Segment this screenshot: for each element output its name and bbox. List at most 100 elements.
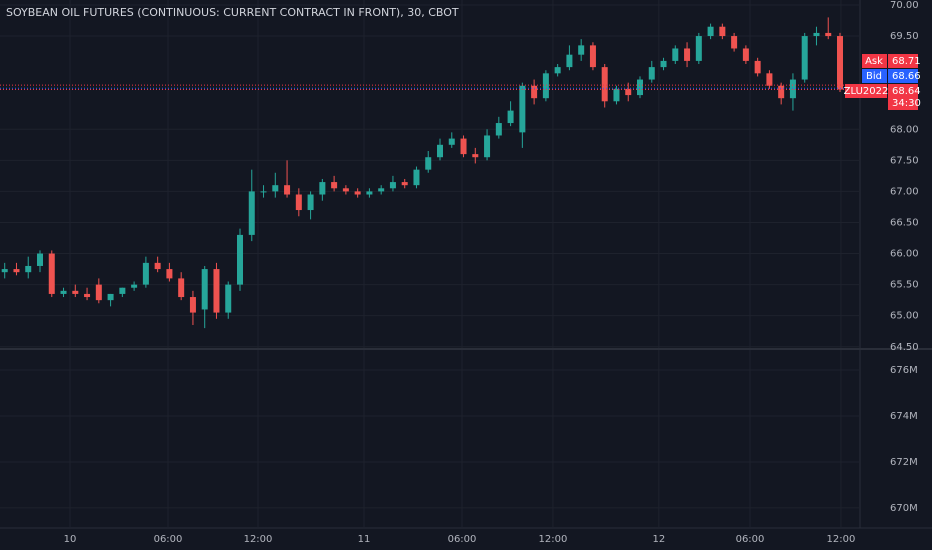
badge-box — [888, 69, 918, 83]
candle-body — [695, 36, 702, 61]
candle-body — [766, 73, 773, 86]
candle-body — [778, 85, 785, 99]
candle-body — [272, 185, 279, 192]
badge-name: Bid — [866, 71, 882, 82]
y-tick-label: 66.00 — [890, 249, 919, 260]
badge-name: ZLU2022 — [844, 86, 889, 97]
candle-body — [213, 269, 220, 313]
candle-body — [460, 138, 467, 155]
candle-body — [284, 185, 291, 195]
candle-body — [542, 73, 549, 99]
x-tick-label: 06:00 — [448, 534, 477, 545]
candle-body — [472, 154, 479, 158]
candle-body — [342, 188, 349, 192]
candle-body — [837, 36, 843, 90]
candle-body — [613, 88, 620, 102]
candle-body — [554, 67, 561, 74]
y2-tick-label: 672M — [890, 457, 918, 468]
candle-body — [589, 45, 596, 68]
candle-body — [201, 269, 208, 310]
candle-body — [813, 32, 820, 37]
candle-body — [189, 297, 196, 313]
candle-body — [825, 32, 832, 37]
y2-tick-label: 676M — [890, 365, 918, 376]
x-tick-label: 12:00 — [539, 534, 568, 545]
candle-body — [13, 269, 20, 273]
candle-body — [507, 110, 514, 124]
y-tick-label: 67.00 — [890, 186, 919, 197]
candle-body — [719, 26, 726, 37]
candle-body — [637, 79, 643, 96]
candle-body — [484, 135, 491, 158]
candle-body — [48, 253, 55, 294]
candle-body — [131, 284, 138, 288]
candle-body — [119, 287, 126, 294]
candle-body — [95, 284, 102, 301]
y-tick-label: 65.50 — [890, 280, 919, 291]
badge-countdown: 34:30 — [892, 98, 921, 109]
candle-body — [25, 265, 32, 273]
candle-body — [401, 182, 408, 186]
x-tick-label: 11 — [358, 534, 371, 545]
candle-body — [84, 293, 91, 298]
candle-body — [648, 67, 655, 80]
badge-value: 68.71 — [892, 56, 921, 67]
candle-body — [248, 191, 255, 235]
candle-body — [578, 45, 585, 55]
y-tick-label: 66.50 — [890, 217, 919, 228]
candle-body — [684, 48, 691, 61]
badge-value: 68.64 — [892, 86, 921, 97]
badge-box — [862, 69, 887, 83]
candle-body — [437, 144, 443, 158]
candle-body — [707, 26, 714, 37]
candle-body — [295, 194, 302, 211]
candle-body — [425, 157, 432, 170]
candle-body — [531, 85, 538, 99]
candle-body — [731, 36, 738, 49]
candle-body — [448, 138, 455, 145]
candle-body — [389, 182, 396, 189]
candle-body — [378, 188, 385, 192]
candle-body — [331, 182, 338, 189]
y2-tick-label: 674M — [890, 411, 918, 422]
candle-body — [742, 48, 749, 61]
candle-body — [142, 262, 149, 285]
badge-box — [888, 54, 918, 68]
candle-body — [519, 85, 526, 133]
y-tick-label: 64.50 — [890, 342, 919, 353]
price-badge: Ask 68.71 — [862, 54, 921, 68]
candle-body — [107, 293, 114, 301]
x-tick-label: 06:00 — [154, 534, 183, 545]
y-tick-label: 65.00 — [890, 311, 919, 322]
candle-body — [672, 48, 679, 61]
candle-body — [789, 79, 796, 99]
candle-body — [178, 278, 185, 298]
price-badge: Bid 68.66 — [862, 69, 921, 83]
candle-body — [260, 191, 267, 193]
badge-box — [888, 84, 918, 110]
candle-body — [660, 60, 667, 68]
candle-body — [166, 269, 173, 279]
candle-body — [319, 182, 326, 195]
candle-body — [566, 54, 573, 68]
y-tick-label: 70.00 — [890, 0, 919, 11]
y-tick-label: 69.50 — [890, 31, 919, 42]
candle-body — [366, 191, 373, 195]
candle-body — [307, 194, 314, 211]
y-tick-label: 68.00 — [890, 124, 919, 135]
candle-body — [154, 262, 161, 270]
y2-tick-label: 670M — [890, 503, 918, 514]
candle-body — [237, 234, 243, 285]
candle-body — [495, 123, 502, 136]
candle-body — [625, 88, 632, 96]
badge-name: Ask — [865, 56, 883, 67]
x-tick-label: 12 — [652, 534, 665, 545]
candle-body — [601, 67, 608, 102]
candle-body — [225, 284, 232, 313]
x-tick-label: 12:00 — [244, 534, 273, 545]
y-tick-label: 67.50 — [890, 155, 919, 166]
candle-body — [754, 60, 761, 74]
